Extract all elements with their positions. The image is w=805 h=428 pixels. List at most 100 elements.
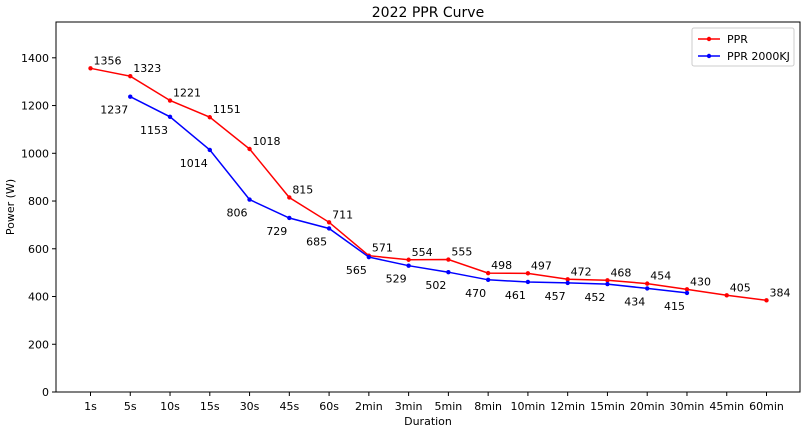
data-label: 1018 (253, 135, 281, 148)
data-label: 685 (306, 235, 327, 248)
data-point (167, 98, 173, 103)
data-point (406, 263, 411, 268)
data-point (88, 66, 93, 71)
y-tick-label: 800 (28, 195, 49, 208)
x-axis-label: Duration (404, 415, 452, 428)
x-tick-label: 5s (124, 400, 137, 413)
x-tick-label: 15min (590, 400, 625, 413)
legend-swatch-marker (706, 36, 712, 42)
data-point (525, 271, 531, 276)
data-point (366, 254, 372, 260)
data-label: 1153 (140, 124, 168, 137)
y-tick-label: 1000 (21, 147, 49, 160)
data-point (247, 146, 252, 152)
data-label: 1014 (180, 157, 208, 170)
y-tick-label: 0 (42, 386, 49, 399)
x-tick-label: 1s (84, 400, 97, 413)
data-point (645, 281, 650, 286)
chart-title: 2022 PPR Curve (372, 5, 484, 21)
x-tick-label: 12min (550, 400, 585, 413)
data-label: 457 (545, 290, 566, 303)
data-point (287, 215, 292, 221)
data-label: 1323 (133, 62, 161, 75)
x-tick-label: 60s (319, 400, 339, 413)
y-tick-label: 1400 (21, 52, 49, 65)
y-tick-label: 400 (28, 291, 49, 304)
data-label: 1356 (94, 54, 122, 67)
data-label: 454 (650, 270, 671, 283)
data-point (446, 257, 451, 262)
x-tick-label: 2min (355, 400, 383, 413)
x-tick-label: 45s (279, 400, 299, 413)
data-label: 434 (624, 295, 645, 308)
data-label: 806 (227, 207, 248, 220)
legend: PPR PPR 2000KJ (691, 27, 795, 67)
legend-label: PPR 2000KJ (727, 50, 790, 63)
data-point (565, 277, 570, 282)
data-label: 815 (292, 183, 313, 196)
data-point (128, 73, 133, 79)
legend-label: PPR (727, 33, 748, 46)
data-point (287, 195, 292, 200)
x-tick-label: 8min (474, 400, 502, 413)
data-label: 1221 (173, 87, 201, 100)
x-tick-label: 45min (709, 400, 744, 413)
plot-area: 0 200 400 600 800 1000 1200 1400 1s 5s 10s 15s 30s 45… (21, 52, 791, 413)
x-tick-label: 10s (160, 400, 180, 413)
y-tick-label: 600 (28, 243, 49, 256)
data-label: 1151 (213, 103, 241, 116)
data-point (684, 287, 690, 292)
data-label: 430 (690, 275, 711, 288)
data-point (684, 290, 690, 296)
data-label: 461 (505, 289, 526, 302)
x-tick-label: 60min (749, 400, 784, 413)
data-label: 565 (346, 264, 367, 277)
data-point (605, 278, 610, 283)
data-label: 711 (332, 208, 353, 221)
data-label: 472 (571, 265, 592, 278)
data-point (605, 281, 610, 287)
x-tick-label: 20min (630, 400, 665, 413)
data-label: 554 (412, 246, 433, 259)
x-tick-label: 3min (395, 400, 423, 413)
data-label: 555 (451, 246, 472, 259)
data-label: 470 (465, 287, 486, 300)
data-label: 468 (610, 266, 631, 279)
data-label: 498 (491, 259, 512, 272)
data-label: 405 (730, 281, 751, 294)
data-point (207, 147, 212, 153)
x-tick-label: 15s (200, 400, 220, 413)
y-axis-label: Power (W) (4, 179, 17, 235)
data-point (764, 298, 769, 303)
data-point (446, 269, 451, 275)
y-tick-label: 200 (28, 338, 49, 351)
data-label: 529 (386, 273, 407, 286)
x-tick-label: 30min (670, 400, 705, 413)
data-point (247, 197, 252, 202)
data-point (724, 293, 729, 298)
data-point (128, 94, 133, 99)
data-point (326, 220, 332, 225)
data-label: 452 (584, 291, 605, 304)
x-tick-label: 30s (240, 400, 260, 413)
x-tick-label: 10min (511, 400, 546, 413)
data-point (406, 257, 411, 262)
data-point (565, 280, 570, 286)
data-label: 502 (425, 279, 446, 292)
data-point (207, 115, 212, 120)
y-tick-label: 1200 (21, 100, 49, 113)
legend-swatch-marker (706, 53, 712, 59)
plot-frame (55, 21, 801, 393)
data-label: 571 (372, 242, 393, 255)
data-label: 497 (531, 259, 552, 272)
series-line-ppr-2000kj (129, 96, 688, 294)
data-label: 729 (266, 225, 287, 238)
data-point (326, 226, 332, 231)
x-tick-label: 5min (435, 400, 463, 413)
data-point (485, 277, 491, 283)
data-label: 1237 (100, 104, 128, 117)
data-label: 415 (664, 300, 685, 313)
data-point (645, 286, 650, 291)
data-point (525, 279, 531, 285)
